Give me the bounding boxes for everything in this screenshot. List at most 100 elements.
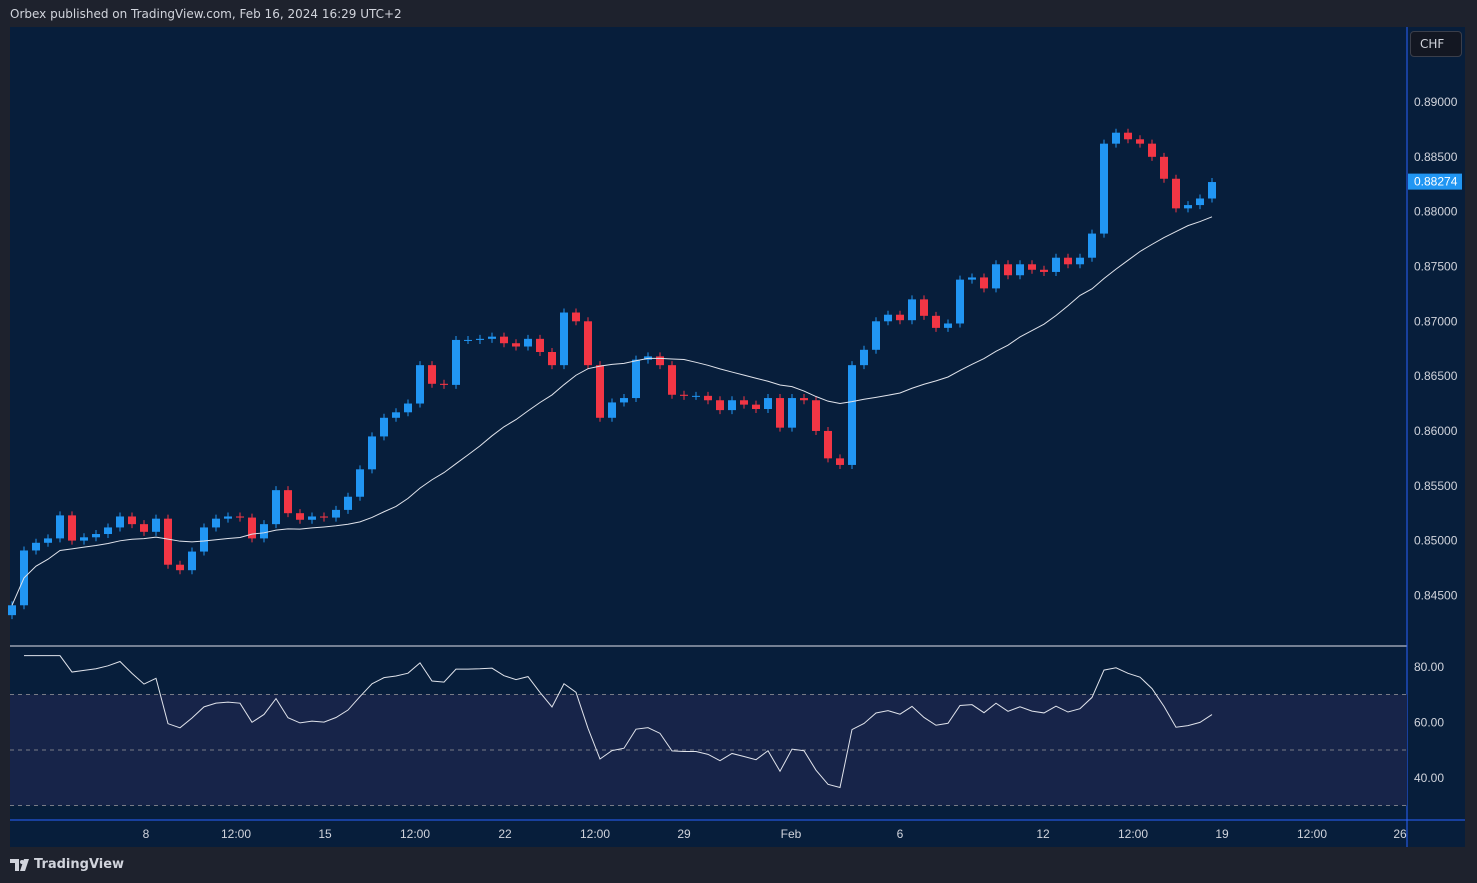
price-tick-label: 0.89000 [1414, 95, 1458, 109]
candle-up [1088, 233, 1096, 258]
price-tick-label: 0.88500 [1414, 150, 1458, 164]
time-tick-label: 22 [498, 827, 512, 841]
candle-up [1100, 143, 1108, 234]
candle-up [272, 490, 280, 525]
candle-down [584, 321, 592, 366]
price-tick-label: 0.88000 [1414, 205, 1458, 219]
candle-down [164, 518, 172, 565]
candle-up [392, 412, 400, 418]
candle-down [1064, 257, 1072, 265]
candle-down [248, 517, 256, 539]
candle-down [740, 400, 748, 405]
time-tick-label: 12:00 [1118, 827, 1148, 841]
candle-up [356, 469, 364, 497]
candle-down [140, 524, 148, 532]
candle-up [188, 551, 196, 571]
logo-text: TradingView [34, 857, 125, 872]
candle-up [956, 279, 964, 324]
candle-up [860, 349, 868, 366]
candle-down [716, 400, 724, 411]
candle-down [1124, 132, 1132, 140]
time-tick-label: 8 [143, 827, 150, 841]
price-tick-label: 0.87000 [1414, 314, 1458, 328]
candle-up [368, 436, 376, 470]
candle-up [344, 496, 352, 510]
candle-down [776, 398, 784, 428]
candle-up [92, 534, 100, 538]
candle-up [764, 398, 772, 410]
candle-down [236, 516, 244, 518]
candle-up [104, 527, 112, 535]
candle-down [176, 564, 184, 571]
candle-down [920, 299, 928, 316]
candle-up [308, 516, 316, 520]
candle-up [200, 527, 208, 552]
candle-down [680, 394, 688, 396]
candle-up [212, 518, 220, 528]
candle-down [68, 515, 76, 541]
candle-up [620, 398, 628, 403]
candle-down [512, 343, 520, 347]
candle-down [440, 383, 448, 385]
tradingview-logo-icon [10, 858, 29, 871]
candle-down [548, 352, 556, 366]
candle-down [1172, 178, 1180, 209]
candle-down [836, 458, 844, 465]
candle-up [884, 314, 892, 322]
candle-down [1004, 264, 1012, 276]
candle-down [320, 516, 328, 518]
candle-down [1040, 269, 1048, 272]
candle-up [908, 299, 916, 321]
rsi-tick-label: 80.00 [1414, 660, 1444, 674]
moving-average-line [11, 216, 1213, 606]
candle-up [944, 323, 952, 328]
candle-down [536, 338, 544, 352]
candle-up [32, 542, 40, 551]
price-tick-label: 0.86000 [1414, 424, 1458, 438]
candle-up [224, 516, 232, 519]
candle-up [476, 338, 484, 340]
candle-up [992, 264, 1000, 289]
candle-up [452, 339, 460, 385]
candle-down [572, 312, 580, 322]
candle-down [932, 315, 940, 328]
time-tick-label: 12:00 [580, 827, 610, 841]
price-tick-label: 0.85000 [1414, 534, 1458, 548]
last-price-badge [1408, 173, 1462, 190]
candle-up [560, 312, 568, 366]
candle-down [1160, 156, 1168, 179]
time-tick-label: 12 [1036, 827, 1050, 841]
candle-up [404, 403, 412, 413]
candle-down [500, 336, 508, 344]
candle-up [1196, 198, 1204, 206]
price-tick-label: 0.84500 [1414, 588, 1458, 602]
candle-up [728, 400, 736, 411]
candle-down [812, 400, 820, 431]
candle-down [284, 490, 292, 514]
time-tick-label: 29 [677, 827, 691, 841]
candle-up [380, 417, 388, 437]
candle-down [596, 365, 604, 418]
candle-up [1184, 205, 1192, 209]
candle-up [1016, 264, 1024, 276]
rsi-tick-label: 40.00 [1414, 771, 1444, 785]
candle-down [1148, 143, 1156, 157]
candle-up [464, 339, 472, 341]
candle-up [488, 336, 496, 339]
price-tick-label: 0.86500 [1414, 369, 1458, 383]
time-tick-label: 12:00 [1297, 827, 1327, 841]
candle-up [692, 395, 700, 397]
tradingview-logo[interactable]: TradingView [10, 857, 124, 872]
candle-up [872, 321, 880, 350]
candle-up [1076, 257, 1084, 265]
candle-down [1028, 264, 1036, 270]
candle-up [632, 359, 640, 399]
candle-down [668, 365, 676, 395]
rsi-tick-label: 60.00 [1414, 715, 1444, 729]
candle-up [80, 537, 88, 541]
currency-button[interactable]: CHF [1410, 31, 1462, 57]
price-tick-label: 0.85500 [1414, 479, 1458, 493]
candle-down [128, 516, 136, 525]
publish-header: Orbex published on TradingView.com, Feb … [10, 7, 402, 21]
